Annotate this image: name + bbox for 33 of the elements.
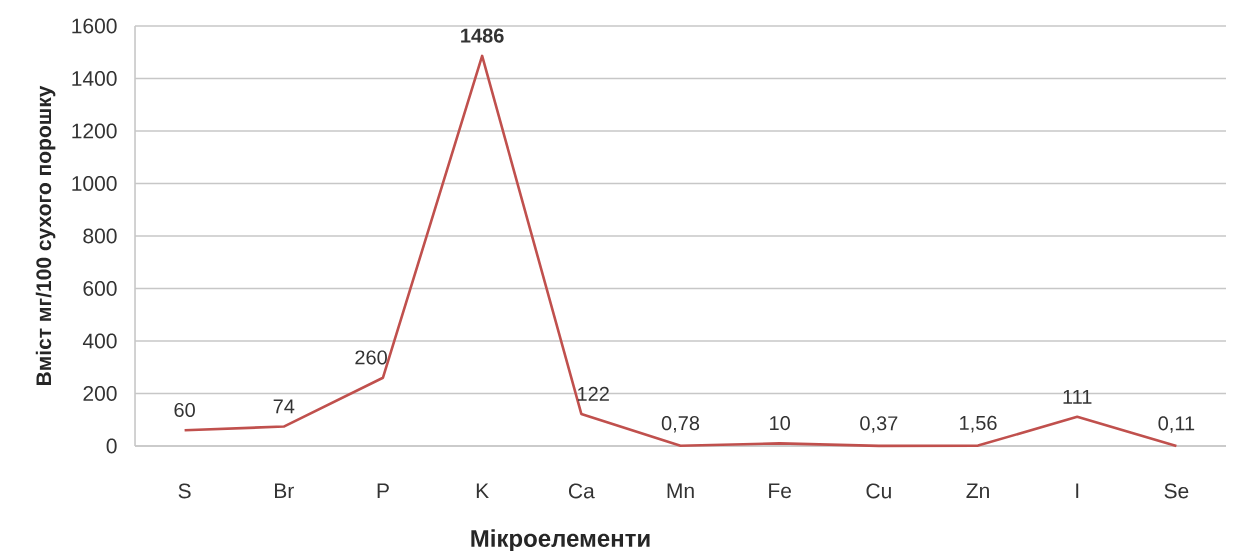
data-label: 10 [770,416,791,431]
y-tick-label: 600 [83,281,117,296]
x-tick-label: Br [275,483,294,498]
y-tick-label: 1200 [72,123,117,139]
x-tick-label: P [377,483,389,498]
y-tick-label: 200 [83,386,117,401]
y-tick-label: 1600 [72,18,117,34]
x-tick-label: Cu [866,483,891,499]
data-label: 122 [578,386,609,401]
x-tick-label: K [476,483,489,498]
data-label: 0,78 [661,416,700,433]
x-tick-label: I [1076,483,1079,498]
y-tick-label: 0 [106,438,117,454]
data-label: 1,56 [960,415,997,433]
data-label: 74 [273,399,295,414]
data-label: 0,11 [1158,416,1195,433]
y-tick-label: 400 [82,333,117,349]
data-label: 60 [174,402,195,418]
x-tick-label: S [178,483,191,499]
x-tick-label: Mn [667,483,694,498]
y-axis-title: Вміст мг/100 сухого порошку [35,85,56,386]
data-label: 0,37 [860,416,898,433]
y-tick-label: 800 [83,228,117,244]
x-axis-title: Мікроелементи [471,529,650,551]
data-label: 260 [355,350,387,365]
data-label: 111 [1063,389,1092,404]
x-tick-label: Ca [568,483,595,499]
data-label: 1486 [461,28,504,43]
x-tick-label: Fe [769,483,791,499]
y-tick-label: 1000 [72,176,117,191]
x-tick-label: Zn [966,483,989,498]
x-tick-label: Se [1164,483,1189,499]
y-tick-label: 1400 [72,71,117,86]
